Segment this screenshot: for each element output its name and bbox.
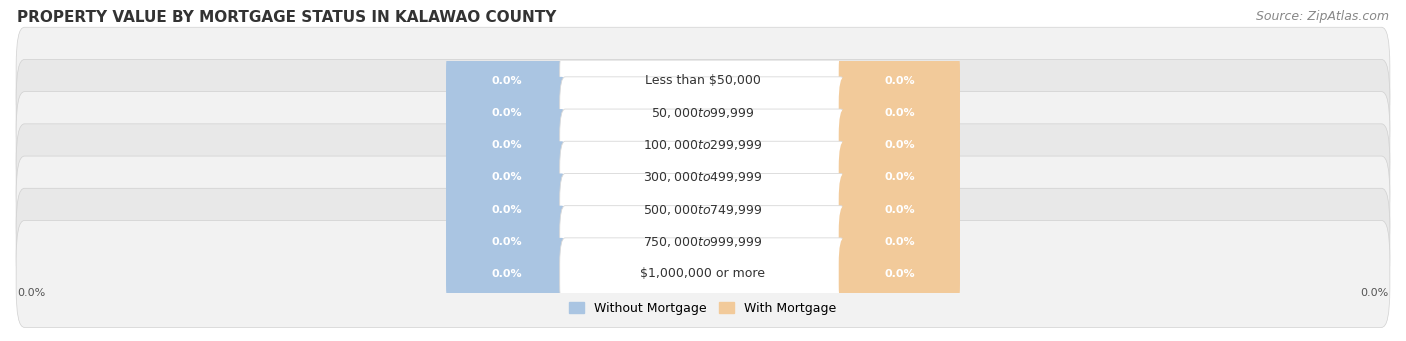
Text: $300,000 to $499,999: $300,000 to $499,999	[644, 170, 762, 184]
Text: 0.0%: 0.0%	[884, 76, 915, 86]
FancyBboxPatch shape	[446, 109, 567, 181]
Text: 0.0%: 0.0%	[884, 237, 915, 247]
Text: 0.0%: 0.0%	[491, 108, 522, 118]
Text: Source: ZipAtlas.com: Source: ZipAtlas.com	[1256, 10, 1389, 23]
FancyBboxPatch shape	[15, 221, 1391, 327]
FancyBboxPatch shape	[560, 77, 846, 149]
Text: 0.0%: 0.0%	[491, 205, 522, 214]
FancyBboxPatch shape	[15, 124, 1391, 231]
Text: $100,000 to $299,999: $100,000 to $299,999	[644, 138, 762, 152]
FancyBboxPatch shape	[446, 174, 567, 246]
FancyBboxPatch shape	[15, 27, 1391, 134]
Text: $500,000 to $749,999: $500,000 to $749,999	[644, 203, 762, 217]
FancyBboxPatch shape	[446, 141, 567, 213]
FancyBboxPatch shape	[839, 77, 960, 149]
FancyBboxPatch shape	[839, 45, 960, 117]
Text: $50,000 to $99,999: $50,000 to $99,999	[651, 106, 755, 120]
FancyBboxPatch shape	[560, 141, 846, 213]
FancyBboxPatch shape	[560, 109, 846, 181]
Text: 0.0%: 0.0%	[884, 269, 915, 279]
Text: 0.0%: 0.0%	[884, 108, 915, 118]
Text: 0.0%: 0.0%	[884, 140, 915, 150]
FancyBboxPatch shape	[560, 238, 846, 310]
Text: PROPERTY VALUE BY MORTGAGE STATUS IN KALAWAO COUNTY: PROPERTY VALUE BY MORTGAGE STATUS IN KAL…	[17, 10, 557, 25]
Text: 0.0%: 0.0%	[491, 76, 522, 86]
FancyBboxPatch shape	[560, 45, 846, 117]
FancyBboxPatch shape	[560, 174, 846, 246]
Text: $1,000,000 or more: $1,000,000 or more	[641, 267, 765, 280]
FancyBboxPatch shape	[446, 45, 567, 117]
FancyBboxPatch shape	[446, 238, 567, 310]
Text: 0.0%: 0.0%	[491, 237, 522, 247]
FancyBboxPatch shape	[839, 141, 960, 213]
Text: 0.0%: 0.0%	[17, 287, 46, 298]
Legend: Without Mortgage, With Mortgage: Without Mortgage, With Mortgage	[569, 302, 837, 315]
Text: 0.0%: 0.0%	[491, 269, 522, 279]
FancyBboxPatch shape	[15, 59, 1391, 166]
FancyBboxPatch shape	[839, 206, 960, 278]
FancyBboxPatch shape	[15, 188, 1391, 295]
FancyBboxPatch shape	[839, 238, 960, 310]
FancyBboxPatch shape	[839, 109, 960, 181]
Text: 0.0%: 0.0%	[491, 172, 522, 182]
FancyBboxPatch shape	[15, 92, 1391, 198]
Text: 0.0%: 0.0%	[1360, 287, 1389, 298]
FancyBboxPatch shape	[560, 206, 846, 278]
FancyBboxPatch shape	[446, 77, 567, 149]
Text: $750,000 to $999,999: $750,000 to $999,999	[644, 235, 762, 249]
Text: 0.0%: 0.0%	[491, 140, 522, 150]
Text: 0.0%: 0.0%	[884, 205, 915, 214]
FancyBboxPatch shape	[839, 174, 960, 246]
FancyBboxPatch shape	[446, 206, 567, 278]
Text: 0.0%: 0.0%	[884, 172, 915, 182]
Text: Less than $50,000: Less than $50,000	[645, 74, 761, 87]
FancyBboxPatch shape	[15, 156, 1391, 263]
